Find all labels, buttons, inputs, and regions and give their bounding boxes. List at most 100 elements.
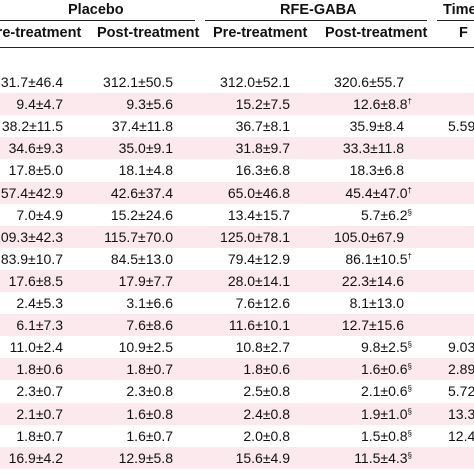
row-band bbox=[0, 225, 474, 248]
table-cell: 10.8±2.7 bbox=[235, 339, 290, 356]
table-cell: 15.6±4.9 bbox=[235, 449, 290, 466]
row-band bbox=[0, 269, 474, 292]
table-cell-with-marker: 45.4±47.0† bbox=[345, 185, 412, 201]
table-cell: 11.5±4.3 bbox=[354, 449, 408, 466]
table-cell: 83.9±10.7 bbox=[0, 250, 63, 267]
table-cell: 31.8±9.7 bbox=[235, 140, 290, 157]
table-cell: 1.8±0.6 bbox=[16, 361, 63, 378]
table-cell: 12.9±5.8 bbox=[118, 449, 173, 466]
table-cell: 37.4±11.8 bbox=[111, 118, 173, 135]
table-cell: 6.1±7.3 bbox=[16, 317, 63, 334]
row-band bbox=[0, 314, 474, 337]
table-cell: 3.1±6.6 bbox=[126, 295, 173, 311]
table-cell: 11.6±10.1 bbox=[228, 317, 290, 334]
significance-marker: † bbox=[407, 251, 412, 261]
table-cell: 9.4±4.7 bbox=[16, 96, 63, 113]
table-cell: 38.2±11.5 bbox=[1, 118, 63, 135]
table-cell: 42.6±37.4 bbox=[110, 184, 173, 201]
table-cell: 1.6±0.8 bbox=[126, 405, 173, 422]
table-cell: 2.3±0.7 bbox=[16, 383, 63, 400]
table-cell-f: 12.48 bbox=[448, 427, 474, 444]
significance-marker: § bbox=[407, 428, 412, 438]
table-cell: 2.1±0.6 bbox=[360, 383, 408, 400]
table-cell: 1.5±0.8 bbox=[360, 427, 408, 444]
table-cell: 1.9±1.0 bbox=[360, 405, 408, 422]
group-rule-rfe-gaba bbox=[205, 20, 427, 21]
table-cell-f: 9.031 bbox=[448, 339, 474, 356]
table-cell: 2.3±0.8 bbox=[126, 383, 173, 400]
table-cell: 28.0±14.1 bbox=[227, 272, 290, 289]
group-header-rfe-gaba: RFE-GABA bbox=[280, 2, 357, 18]
table-cell: 8.1±13.0 bbox=[349, 295, 404, 311]
table-cell: 11.0±2.4 bbox=[9, 339, 63, 356]
col-header-placebo-pre: Pre-treatment bbox=[0, 25, 82, 41]
table-cell-with-marker: 2.1±0.6§ bbox=[361, 383, 412, 399]
group-header-placebo: Placebo bbox=[68, 2, 124, 18]
table-cell: 33.3±11.8 bbox=[342, 140, 404, 157]
table-cell: 16.3±6.8 bbox=[235, 162, 290, 179]
table-cell: 7.6±12.6 bbox=[235, 295, 290, 311]
row-band bbox=[0, 446, 474, 469]
significance-marker: § bbox=[407, 340, 412, 350]
table-cell: 57.4±42.9 bbox=[0, 184, 63, 201]
table-cell: 65.0±46.8 bbox=[227, 184, 290, 201]
table-cell: 35.9±8.4 bbox=[349, 118, 404, 135]
table-cell: 2.4±0.8 bbox=[243, 405, 290, 422]
table-cell: 10.9±2.5 bbox=[118, 339, 173, 356]
table-cell: 125.0±78.1 bbox=[220, 228, 290, 245]
table-cell: 79.4±12.9 bbox=[227, 250, 290, 267]
significance-marker: † bbox=[407, 97, 412, 107]
table-cell-f: 5.72 bbox=[448, 383, 474, 400]
table-cell: 18.3±6.8 bbox=[349, 162, 404, 179]
table-cell: 35.0±9.1 bbox=[118, 140, 173, 157]
table-cell: 331.7±46.4 bbox=[0, 74, 63, 90]
table-cell-with-marker: 9.8±2.5§ bbox=[361, 339, 412, 355]
table-cell-with-marker: 12.6±8.8† bbox=[353, 96, 412, 112]
table-cell: 86.1±10.5 bbox=[345, 250, 408, 267]
table-cell: 9.3±5.6 bbox=[126, 96, 173, 113]
significance-marker: § bbox=[407, 207, 412, 217]
col-header-time-f: F bbox=[459, 25, 468, 41]
table-cell-f: 2.89 bbox=[448, 361, 474, 378]
table-cell: 15.2±7.5 bbox=[235, 96, 290, 113]
table-cell: 17.6±8.5 bbox=[8, 272, 63, 289]
table-cell-with-marker: 86.1±10.5† bbox=[345, 251, 412, 267]
table-cell-with-marker: 5.7±6.2§ bbox=[361, 207, 412, 223]
table-cell: 1.6±0.7 bbox=[126, 427, 173, 444]
table-cell-with-marker: 11.5±4.3§ bbox=[354, 450, 412, 466]
table-cell: 105.0±67.9 bbox=[334, 228, 404, 245]
table-cell-f: 5.592 bbox=[448, 118, 474, 135]
col-header-rfe-post: Post-treatment bbox=[325, 25, 428, 41]
col-header-rfe-pre: Pre-treatment bbox=[213, 25, 308, 41]
table-cell: 312.0±52.1 bbox=[220, 74, 290, 90]
table-cell: 7.0±4.9 bbox=[16, 206, 63, 223]
group-rule-placebo bbox=[0, 20, 195, 21]
table-cell-with-marker: 1.9±1.0§ bbox=[361, 406, 412, 422]
table-cell: 2.5±0.8 bbox=[243, 383, 290, 400]
significance-marker: § bbox=[407, 384, 412, 394]
table-cell: 2.4±5.3 bbox=[16, 295, 63, 311]
table-cell: 1.8±0.7 bbox=[16, 427, 63, 444]
row-band bbox=[0, 181, 474, 204]
significance-marker: § bbox=[407, 450, 412, 460]
table-cell: 15.2±24.6 bbox=[110, 206, 173, 223]
row-band bbox=[0, 137, 474, 160]
table-cell: 7.6±8.6 bbox=[126, 317, 173, 334]
table-cell: 34.6±9.3 bbox=[8, 140, 63, 157]
table-cell: 12.6±8.8 bbox=[353, 96, 408, 113]
table-cell-f: 13.33 bbox=[448, 405, 474, 422]
table-cell: 2.1±0.7 bbox=[16, 405, 63, 422]
table-cell: 320.6±55.7 bbox=[334, 74, 404, 90]
row-band bbox=[0, 358, 474, 381]
significance-marker: § bbox=[407, 362, 412, 372]
table-cell: 22.3±14.6 bbox=[341, 272, 404, 289]
table-cell-with-marker: 1.5±0.8§ bbox=[361, 428, 412, 444]
row-band bbox=[0, 402, 474, 425]
significance-marker: § bbox=[407, 406, 412, 416]
table-cell: 45.4±47.0 bbox=[345, 184, 408, 201]
table-cell: 109.3±42.3 bbox=[0, 228, 63, 245]
table-cell: 312.1±50.5 bbox=[103, 74, 173, 90]
table-cell: 1.6±0.6 bbox=[360, 361, 408, 378]
table-cell: 36.7±8.1 bbox=[235, 118, 290, 135]
table-cell: 18.1±4.8 bbox=[118, 162, 173, 179]
